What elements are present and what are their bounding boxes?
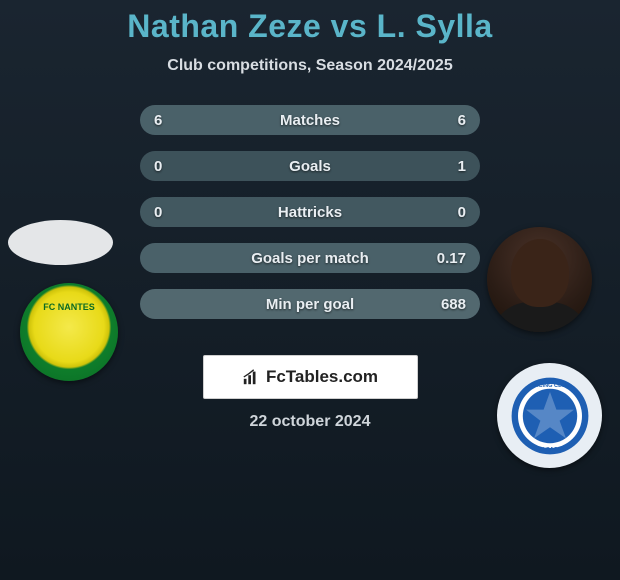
stat-row-matches: 6Matches6 xyxy=(140,105,480,135)
club-left-name: FC NANTES xyxy=(43,303,95,312)
stat-label: Goals xyxy=(204,158,416,175)
stat-row-min_per_goal: Min per goal688 xyxy=(140,289,480,319)
stat-right-value: 688 xyxy=(416,296,466,313)
stat-row-goals: 0Goals1 xyxy=(140,151,480,181)
stat-label: Goals per match xyxy=(204,250,416,267)
stat-bars: 6Matches60Goals10Hattricks0Goals per mat… xyxy=(140,105,480,335)
player-left-avatar xyxy=(8,220,113,265)
comparison-body: FC NANTES RACING CLUB ALSACE 6Matches60G… xyxy=(0,105,620,345)
stat-right-value: 0 xyxy=(416,204,466,221)
svg-text:RACING CLUB: RACING CLUB xyxy=(530,383,569,389)
svg-text:ALSACE: ALSACE xyxy=(538,447,561,453)
stat-label: Hattricks xyxy=(204,204,416,221)
stat-row-hattricks: 0Hattricks0 xyxy=(140,197,480,227)
comparison-title: Nathan Zeze vs L. Sylla xyxy=(0,0,620,45)
stat-right-value: 0.17 xyxy=(416,250,466,267)
watermark-text: FcTables.com xyxy=(266,367,378,387)
stat-right-value: 6 xyxy=(416,112,466,129)
stat-left-value: 6 xyxy=(154,112,204,129)
comparison-subtitle: Club competitions, Season 2024/2025 xyxy=(0,57,620,75)
watermark-badge: FcTables.com xyxy=(203,355,418,399)
player-left-club-badge: FC NANTES xyxy=(20,283,118,381)
stat-right-value: 1 xyxy=(416,158,466,175)
stat-row-goals_per_match: Goals per match0.17 xyxy=(140,243,480,273)
strasbourg-logo-icon: RACING CLUB ALSACE xyxy=(510,376,590,456)
avatar-head xyxy=(511,239,569,307)
stat-label: Matches xyxy=(204,112,416,129)
stat-label: Min per goal xyxy=(204,296,416,313)
player-right-avatar xyxy=(487,227,592,332)
stat-left-value: 0 xyxy=(154,204,204,221)
player-right-club-badge: RACING CLUB ALSACE xyxy=(497,363,602,468)
stat-left-value: 0 xyxy=(154,158,204,175)
chart-icon xyxy=(242,368,260,386)
